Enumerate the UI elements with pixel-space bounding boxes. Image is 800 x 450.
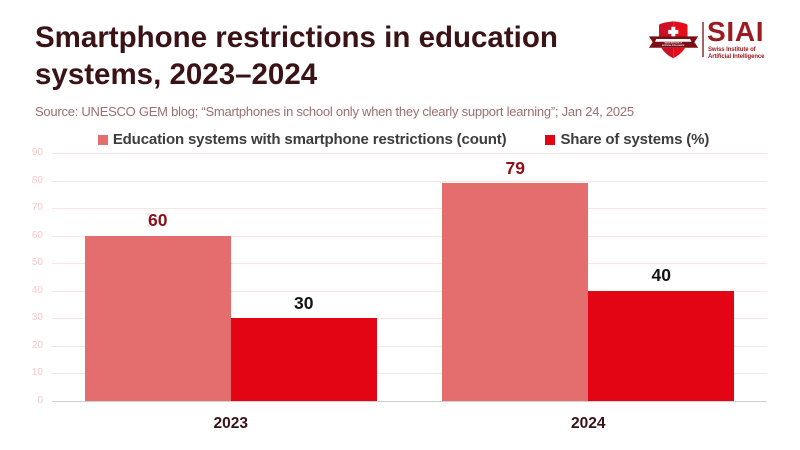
bar-2023-share xyxy=(230,318,377,401)
chart-title: Smartphone restrictions in education sys… xyxy=(35,21,558,91)
source-note: Source: UNESCO GEM blog; “Smartphones in… xyxy=(35,104,634,119)
logo-subtitle-line1: Swiss Institute of xyxy=(708,47,756,53)
bar-value-label-2024-share: 40 xyxy=(651,265,671,286)
legend-marker-share xyxy=(545,134,556,145)
logo-acronym: SIAI xyxy=(707,15,765,47)
legend-marker-count xyxy=(97,134,108,145)
legend-item-share: Share of systems (%) xyxy=(545,131,709,148)
ytick-70: 70 xyxy=(31,202,43,214)
siai-logo: SWISS INSTITUTE OF ARTIFICIAL INTELLIGEN… xyxy=(645,10,795,66)
ytick-0: 0 xyxy=(37,395,43,406)
bar-value-label-2023-share: 30 xyxy=(294,292,314,313)
ytick-20: 20 xyxy=(31,339,43,351)
gridline-90 xyxy=(52,153,767,154)
x-axis-line xyxy=(52,401,767,402)
legend-label-share: Share of systems (%) xyxy=(560,131,710,148)
banner-text-line2: ARTIFICIAL INTELLIGENCE xyxy=(662,44,685,47)
gridline-70 xyxy=(52,208,767,210)
ytick-30: 30 xyxy=(31,312,43,324)
gridline-30 xyxy=(52,318,767,320)
logo-subtitle-line2: Artificial Intelligence xyxy=(708,53,765,60)
logo-divider xyxy=(702,22,704,57)
gridline-60 xyxy=(52,235,767,237)
siai-shield-icon: SWISS INSTITUTE OF ARTIFICIAL INTELLIGEN… xyxy=(648,21,699,59)
bar-2024-count xyxy=(442,183,589,401)
ytick-60: 60 xyxy=(31,229,43,241)
ytick-40: 40 xyxy=(31,284,43,296)
gridline-40 xyxy=(52,290,767,292)
gridline-10 xyxy=(52,373,767,375)
legend-label-count: Education systems with smartphone restri… xyxy=(112,131,507,148)
legend-item-count: Education systems with smartphone restri… xyxy=(97,131,507,148)
gridline-20 xyxy=(52,345,767,347)
bar-2024-share xyxy=(588,290,735,401)
bar-2023-count xyxy=(84,235,231,401)
xtick-2023: 2023 xyxy=(213,415,248,432)
bar-value-label-2024-count: 79 xyxy=(505,157,525,178)
plot-area: 0 10 20 30 40 50 60 70 80 90 60 30 2023 79 40 2024 xyxy=(32,148,767,431)
gridline-80 xyxy=(52,180,767,182)
ytick-80: 80 xyxy=(31,174,43,186)
logo-subtitle: Swiss Institute of Artificial Intelligen… xyxy=(708,47,764,60)
ytick-90: 90 xyxy=(31,147,43,158)
ytick-50: 50 xyxy=(31,257,43,269)
legend: Education systems with smartphone restri… xyxy=(46,131,761,148)
banner-text-line1: SWISS INSTITUTE OF xyxy=(664,43,681,45)
xtick-2024: 2024 xyxy=(571,415,606,432)
bar-value-label-2023-count: 60 xyxy=(148,210,168,231)
gridline-50 xyxy=(52,263,767,265)
ytick-10: 10 xyxy=(31,367,43,379)
